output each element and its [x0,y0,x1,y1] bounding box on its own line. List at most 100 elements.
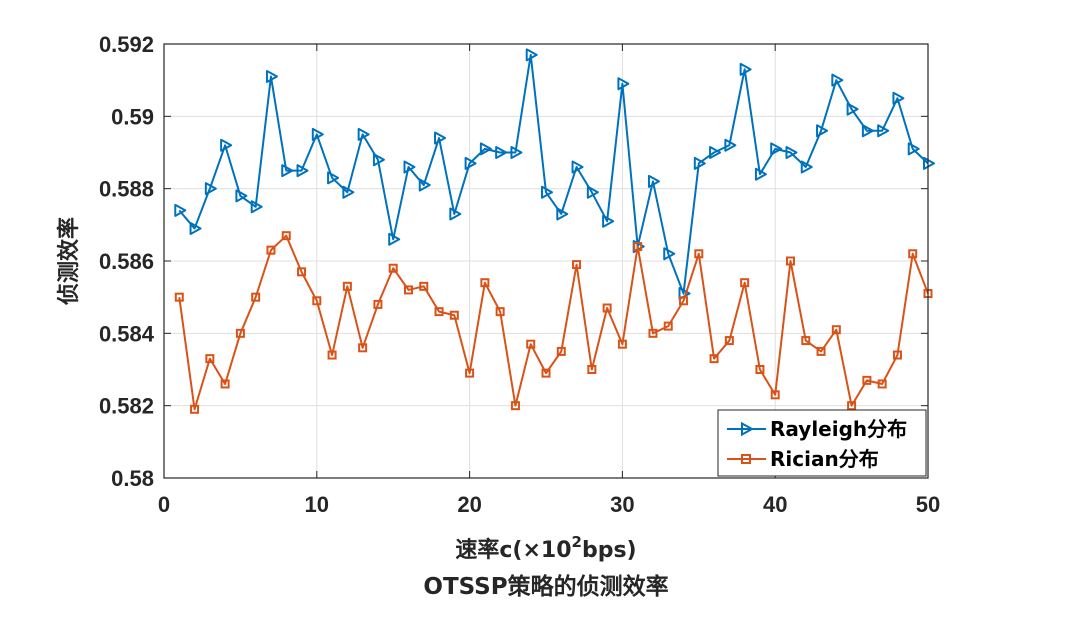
data-point [327,350,337,360]
data-point [449,310,459,320]
series-rayleigh [174,48,935,301]
data-point [816,346,826,356]
data-point [831,73,844,87]
data-point [770,142,783,156]
x-axis-label: 速率c(×102bps) [455,533,636,563]
x-tick-label: 40 [763,492,787,517]
data-point [586,185,599,199]
data-point [907,142,920,156]
data-point [801,336,811,346]
data-point [862,375,872,385]
data-point [464,156,477,170]
data-point [495,307,505,317]
legend-marker-rayleigh [741,421,755,437]
data-point [296,164,309,178]
data-point [556,346,566,356]
data-point [633,242,643,252]
data-point [846,102,859,116]
data-point [373,299,383,309]
data-point [572,260,582,270]
data-point [297,267,307,277]
data-point [724,138,737,152]
grid [164,44,928,478]
data-point [785,256,795,266]
data-point [250,200,263,214]
x-axis-label-tail: bps) [582,538,637,563]
data-point [418,178,431,192]
data-point [892,350,902,360]
series-line [178,234,929,411]
data-point [785,146,798,159]
legend-box [717,409,927,477]
data-point [204,182,217,196]
data-point [831,325,841,335]
tick-labels: 0 10 20 30 40 50 0.58 0.582 0.584 0.586 0.588 0.59 0… [99,32,940,517]
data-point [755,365,765,374]
series-layer [174,48,935,414]
data-point [679,296,689,306]
data-point [541,185,553,199]
data-point [235,189,248,203]
x-tick-label: 20 [457,492,481,517]
data-point [663,247,676,261]
y-tick-label: 0.59 [111,104,154,129]
data-point [647,174,660,188]
data-point [510,401,520,411]
legend-marker-rician [741,454,751,464]
data-point [740,278,750,288]
data-point [526,339,536,349]
data-point [174,292,184,302]
data-point [465,368,475,378]
y-tick-label: 0.586 [99,249,154,274]
data-point [908,249,918,259]
data-point [372,153,385,167]
data-point [358,343,368,353]
data-point [480,278,490,288]
data-point [602,303,612,313]
data-point [266,245,276,255]
data-point [556,207,569,221]
data-point [617,339,627,349]
data-point [587,365,597,374]
data-point [709,146,722,159]
x-tick-label: 30 [610,492,634,517]
data-point [663,321,673,331]
y-tick-label: 0.582 [99,394,154,419]
data-point [205,354,215,364]
data-point [709,354,719,364]
data-point [800,160,813,174]
data-point [694,249,704,259]
data-point [311,127,324,141]
series-line [178,53,929,295]
data-point [281,164,294,178]
legend: Rayleigh分布 Rician分布 [717,409,927,477]
data-point [434,307,444,317]
data-point [847,401,857,411]
data-point [617,77,630,91]
data-point [877,124,890,138]
data-point [220,138,233,152]
data-point [388,232,401,246]
data-point [434,131,447,145]
data-point [449,207,462,221]
data-point [174,203,187,217]
data-point [754,167,767,181]
data-point [251,292,261,302]
data-point [693,156,706,170]
series-rician [174,231,933,414]
data-point [525,48,538,62]
y-tick-label: 0.588 [99,177,154,202]
data-point [190,404,200,414]
chart-caption: OTSSP策略的侦测效率 [423,573,668,600]
y-tick-label: 0.584 [99,321,155,346]
data-point [602,214,615,228]
x-tick-label: 0 [158,492,170,517]
x-tick-label: 50 [916,492,940,517]
data-point [724,336,734,346]
data-point [419,281,429,291]
data-point [816,124,829,138]
data-point [281,231,291,241]
data-point [541,368,551,378]
legend-label-rician: Rician分布 [770,447,879,471]
